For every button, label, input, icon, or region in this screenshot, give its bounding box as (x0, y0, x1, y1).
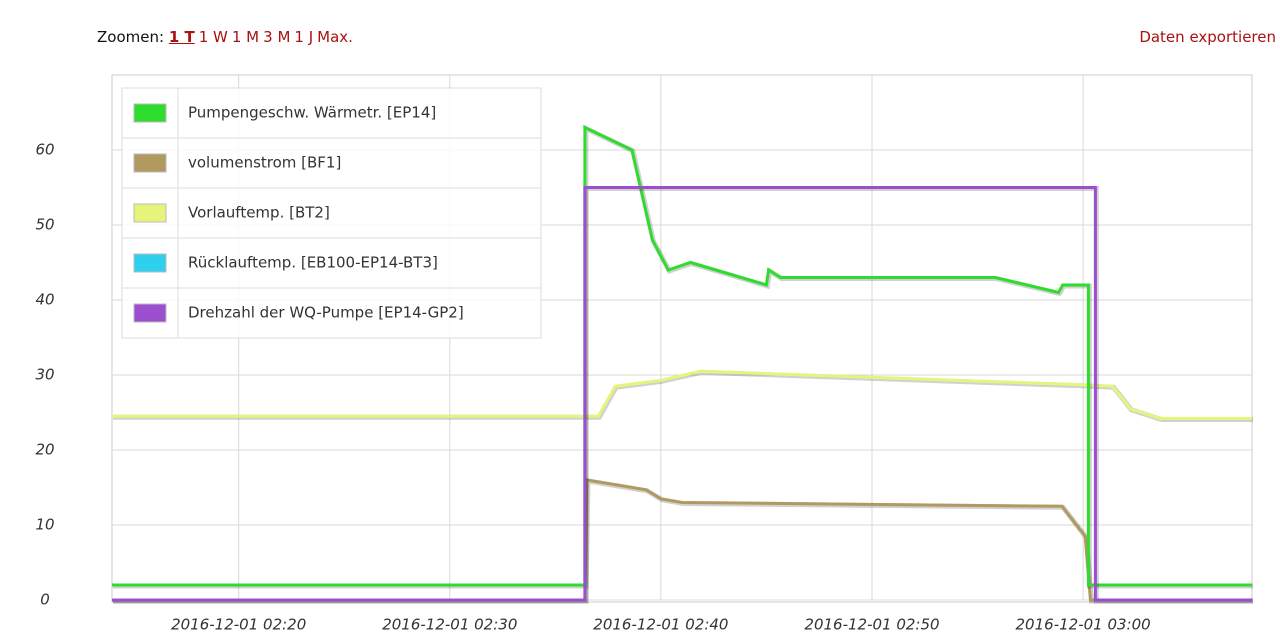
zoom-link[interactable]: 1 M (231, 28, 260, 46)
legend-label: Vorlauftemp. [BT2] (188, 204, 330, 222)
legend-label: Drehzahl der WQ-Pumpe [EP14-GP2] (188, 304, 464, 322)
y-tick-label: 60 (35, 141, 54, 159)
legend-swatch (133, 253, 167, 273)
y-tick-label: 0 (40, 591, 50, 609)
legend-swatch (133, 103, 167, 123)
y-tick-label: 50 (35, 216, 54, 234)
x-tick-label: 2016-12-01 02:50 (804, 616, 939, 634)
legend: Pumpengeschw. Wärmetr. [EP14] volumenstro… (121, 87, 542, 339)
series-line (112, 186, 1252, 602)
legend-label: Rücklauftemp. [EB100-EP14-BT3] (188, 254, 438, 272)
zoom-link[interactable]: 3 M (263, 28, 291, 46)
series-line (112, 125, 1252, 587)
y-tick-label: 30 (35, 366, 54, 384)
series-line (112, 369, 1252, 420)
y-tick-label: 10 (35, 516, 54, 534)
legend-swatch (133, 203, 167, 223)
x-tick-label: 2016-12-01 02:40 (593, 616, 728, 634)
legend-box (121, 87, 542, 339)
y-tick-label: 20 (35, 441, 54, 459)
legend-label: volumenstrom [BF1] (188, 154, 341, 172)
zoom-link[interactable]: Max. (317, 28, 353, 46)
x-tick-label: 2016-12-01 02:30 (382, 616, 517, 634)
zoom-link[interactable]: 1 T (168, 28, 195, 46)
zoom-label: Zoomen: (97, 28, 165, 46)
legend-label: Pumpengeschw. Wärmetr. [EP14] (188, 104, 436, 122)
export-link[interactable]: Daten exportieren (1139, 28, 1276, 46)
zoom-link[interactable]: 1 W (198, 28, 228, 46)
zoom-link[interactable]: 1 J (294, 28, 314, 46)
y-tick-label: 40 (35, 291, 54, 309)
x-tick-label: 2016-12-01 02:20 (171, 616, 306, 634)
legend-swatch (133, 153, 167, 173)
legend-swatch (133, 303, 167, 323)
x-tick-label: 2016-12-01 03:00 (1016, 616, 1151, 634)
